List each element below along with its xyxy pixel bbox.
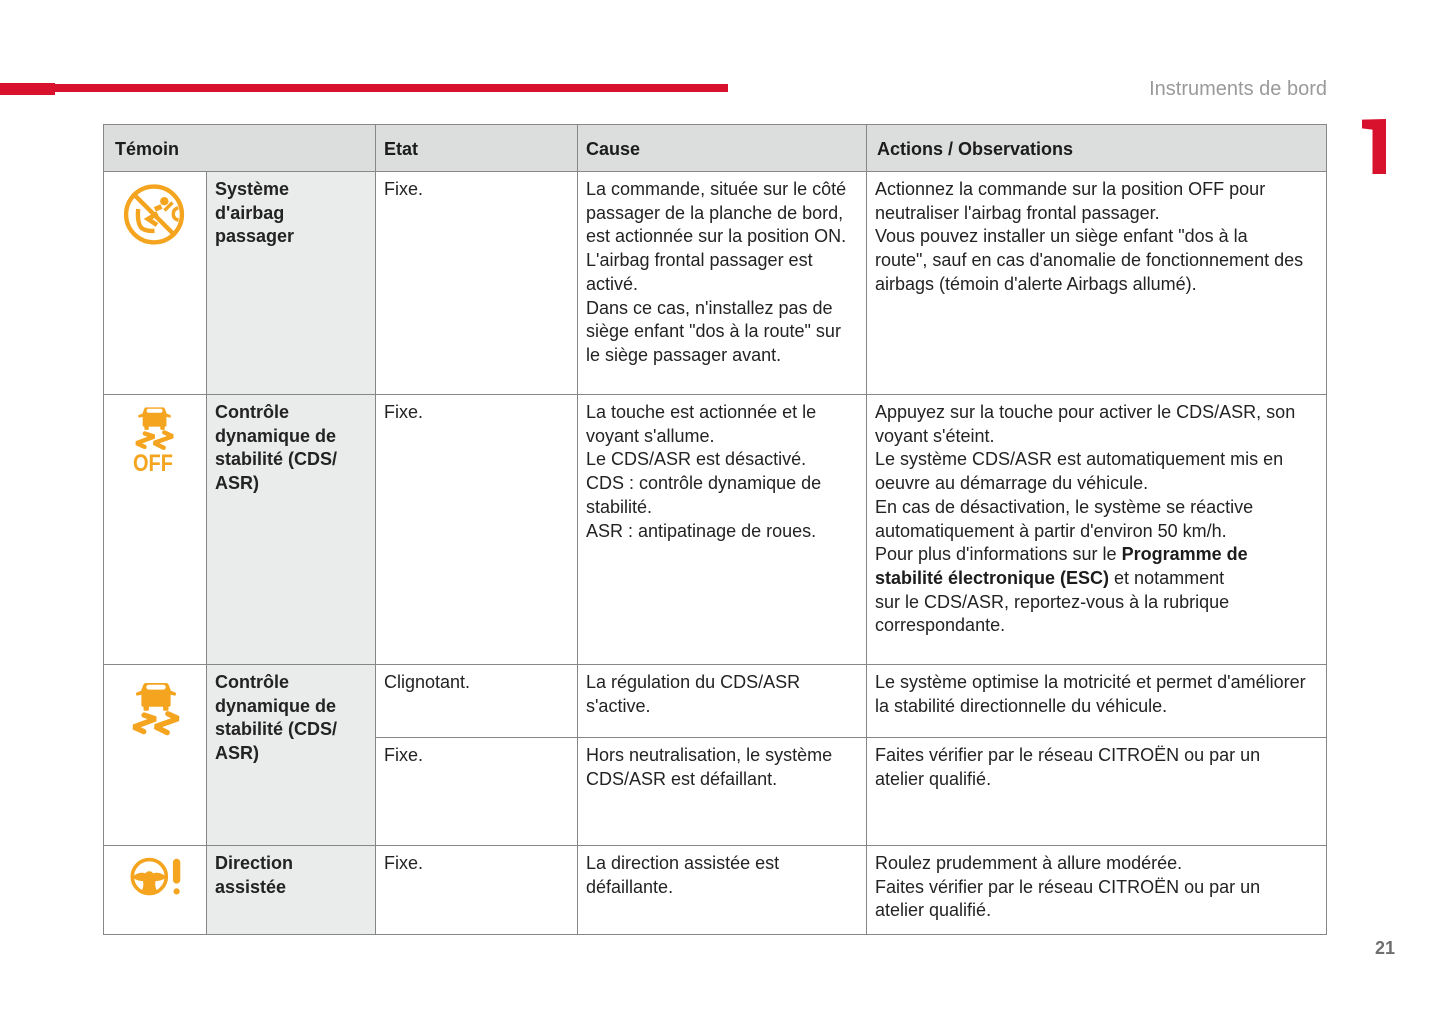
svg-text:OFF: OFF [133, 450, 173, 472]
